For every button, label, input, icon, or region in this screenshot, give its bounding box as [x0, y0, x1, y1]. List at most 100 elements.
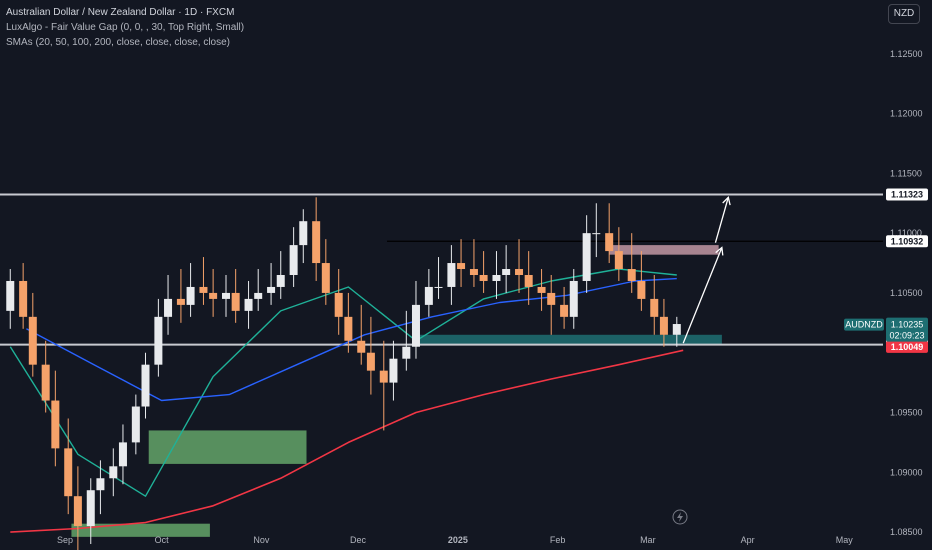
candle-body [209, 292, 218, 299]
candle [614, 227, 623, 281]
candle [19, 263, 28, 329]
projection-arrow [682, 246, 724, 344]
replay-icon[interactable] [672, 509, 688, 525]
candle-body [164, 298, 173, 317]
price-tag-box [886, 188, 928, 201]
candle-body [86, 490, 95, 527]
candle [502, 245, 511, 293]
candle [276, 251, 285, 299]
candle [402, 310, 411, 371]
candle [569, 269, 578, 329]
last-price-label: 1.10235 [891, 320, 924, 330]
candle-body [605, 233, 614, 252]
fvg-zones-layer [71, 245, 722, 537]
legend-fvg-indicator[interactable]: LuxAlgo - Fair Value Gap (0, 0, , 30, To… [6, 22, 245, 33]
candle [389, 340, 398, 401]
candle-body [244, 298, 253, 311]
candle [357, 304, 366, 365]
candle [524, 251, 533, 305]
x-tick-label: Dec [350, 535, 367, 545]
horizontal-levels-layer [0, 193, 883, 346]
y-tick-label: 1.12000 [890, 109, 923, 119]
time-axis[interactable]: Sep Oct Nov Dec 2025 Feb Mar Apr May [57, 535, 853, 545]
candle-body [41, 364, 50, 401]
candle [28, 292, 37, 377]
candle-body [447, 263, 456, 287]
candle [582, 215, 591, 293]
x-tick-label: Sep [57, 535, 73, 545]
price-tag-label: 1.11323 [891, 190, 923, 200]
candle-body [199, 286, 208, 293]
candle-body [254, 292, 263, 299]
price-tags-layer: 1.113231.109321.100681.10049AUDNZD1.1023… [844, 188, 928, 353]
candle-body [289, 245, 298, 275]
candle [86, 478, 95, 545]
candle-body [51, 400, 60, 449]
candle [447, 245, 456, 305]
x-tick-label: Nov [253, 535, 270, 545]
candle [424, 269, 433, 317]
candle [672, 316, 681, 347]
candle-body [19, 280, 28, 317]
fvg-zone-green [148, 430, 307, 464]
candle [321, 239, 330, 305]
candle [659, 298, 668, 347]
candle [118, 424, 127, 485]
candle [469, 239, 478, 287]
fvg-zone-green [71, 523, 210, 537]
candle-body [457, 263, 466, 270]
arrow-head [722, 195, 731, 206]
candle [64, 418, 73, 515]
candle-body [186, 286, 195, 305]
candle [289, 227, 298, 287]
y-tick-label: 1.09000 [890, 467, 923, 477]
candle-body [469, 269, 478, 275]
candle-body [334, 292, 343, 317]
candle [411, 280, 420, 359]
candle [537, 269, 546, 311]
candle [334, 269, 343, 335]
price-tag-box [886, 235, 928, 248]
candle [186, 263, 195, 317]
chart-legend: Australian Dollar / New Zealand Dollar ·… [6, 5, 244, 50]
candle [650, 275, 659, 335]
candle [605, 203, 614, 264]
candle-body [154, 316, 163, 365]
candle [199, 257, 208, 305]
legend-title[interactable]: Australian Dollar / New Zealand Dollar ·… [6, 7, 235, 18]
candle-body [131, 406, 140, 443]
candle-body [592, 233, 601, 235]
candle-body [344, 316, 353, 341]
candle-body [366, 352, 375, 371]
projection-arrows-layer [682, 195, 731, 344]
candle [637, 251, 646, 311]
candle-body [515, 269, 524, 275]
candle-body [479, 275, 488, 281]
legend-sma-indicator[interactable]: SMAs (20, 50, 100, 200, close, close, cl… [6, 37, 230, 48]
sma-line-200 [10, 349, 684, 533]
candle-body [537, 286, 546, 293]
candle [6, 269, 15, 329]
y-tick-label: 1.11500 [890, 168, 922, 178]
candle-body [560, 304, 569, 317]
candle-body [64, 448, 73, 497]
candle [73, 466, 82, 550]
currency-button[interactable]: NZD [888, 4, 920, 24]
candle [131, 394, 140, 455]
y-tick-label: 1.11000 [890, 228, 922, 238]
candle-body [524, 275, 533, 287]
candle [547, 275, 556, 335]
candle [299, 209, 308, 264]
candle-body [141, 364, 150, 407]
price-axis[interactable]: 1.12500 1.12000 1.11500 1.11000 1.10500 1.095… [890, 49, 923, 537]
fvg-zone-teal [419, 334, 722, 345]
candle [592, 203, 601, 258]
candle-body [357, 340, 366, 353]
candle-body [547, 292, 556, 305]
candle-body [312, 221, 321, 264]
candle [312, 197, 321, 281]
candle [515, 239, 524, 293]
